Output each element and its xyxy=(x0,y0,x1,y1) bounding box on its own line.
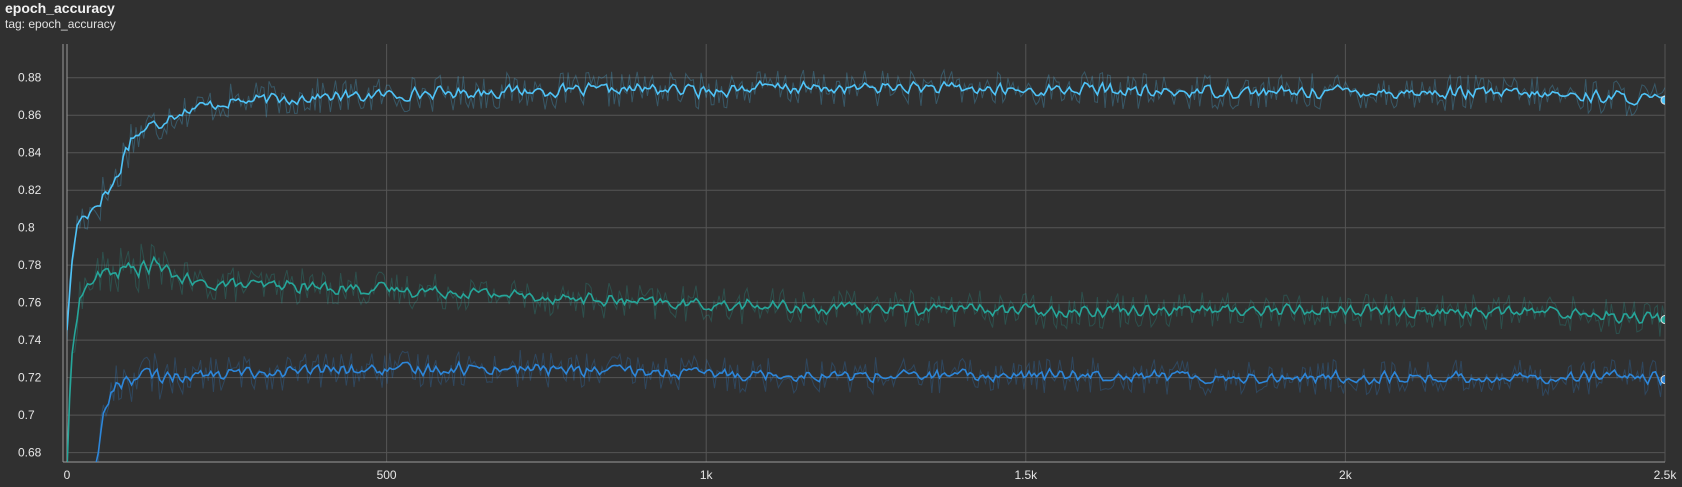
y-tick-label: 0.68 xyxy=(18,446,42,460)
series-smoothed-line[interactable] xyxy=(67,255,1665,470)
chart-title: epoch_accuracy xyxy=(5,0,115,16)
series-smoothed-line[interactable] xyxy=(95,360,1664,464)
y-tick-label: 0.7 xyxy=(18,408,35,422)
chart-header: epoch_accuracy tag: epoch_accuracy xyxy=(5,0,116,32)
y-tick-label: 0.76 xyxy=(18,296,42,310)
y-tick-label: 0.82 xyxy=(18,183,42,197)
series-raw-line xyxy=(67,243,1665,462)
axes xyxy=(62,44,1665,463)
tick-labels: 0.68 0.7 0.72 0.74 0.76 0.78 0.8 0.82 0.84 0.86 0.… xyxy=(18,71,1677,482)
x-tick-label: 1.5k xyxy=(1014,468,1038,482)
y-tick-label: 0.72 xyxy=(18,371,42,385)
series-raw-line xyxy=(67,68,1665,340)
series-smoothed-line[interactable] xyxy=(67,79,1665,331)
chart-tag: tag: epoch_accuracy xyxy=(5,17,116,31)
x-tick-label: 0 xyxy=(64,468,71,482)
y-tick-label: 0.8 xyxy=(18,221,35,235)
grid xyxy=(67,44,1666,462)
series-group xyxy=(67,68,1669,470)
x-tick-label: 500 xyxy=(377,468,397,482)
x-tick-label: 1k xyxy=(700,468,714,482)
series-end-point[interactable] xyxy=(1660,95,1669,105)
y-tick-label: 0.74 xyxy=(18,333,42,347)
series-end-point[interactable] xyxy=(1660,375,1669,385)
series-raw-line xyxy=(97,350,1664,462)
y-tick-label: 0.78 xyxy=(18,258,42,272)
x-tick-label: 2k xyxy=(1339,468,1353,482)
y-tick-label: 0.86 xyxy=(18,108,42,122)
series-end-point[interactable] xyxy=(1660,315,1669,325)
y-tick-label: 0.88 xyxy=(18,71,42,85)
y-tick-label: 0.84 xyxy=(18,146,42,160)
x-tick-label: 2.5k xyxy=(1654,468,1678,482)
